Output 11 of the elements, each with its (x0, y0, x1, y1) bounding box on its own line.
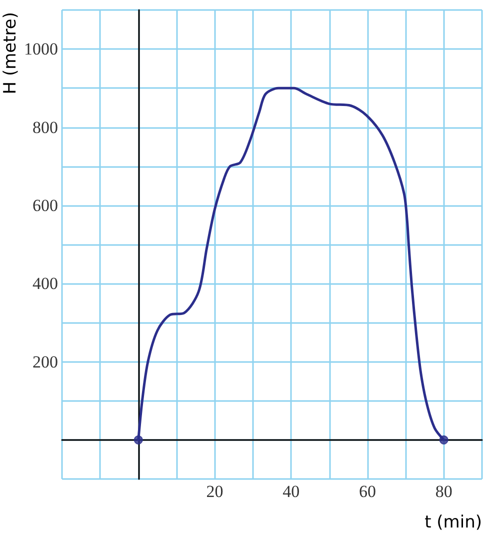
y-axis-title: H (metre) (0, 12, 20, 94)
y-tick-label: 600 (32, 196, 58, 215)
x-tick-label: 80 (435, 482, 452, 501)
y-tick-label: 1000 (24, 40, 58, 59)
x-tick-label: 40 (282, 482, 300, 501)
x-tick-label: 60 (358, 482, 376, 501)
x-axis-title: t (min) (424, 512, 482, 532)
y-tick-label: 800 (32, 118, 58, 137)
y-tick-label: 200 (32, 352, 58, 372)
x-tick-label: 20 (206, 482, 224, 501)
y-tick-label: 400 (32, 274, 58, 294)
